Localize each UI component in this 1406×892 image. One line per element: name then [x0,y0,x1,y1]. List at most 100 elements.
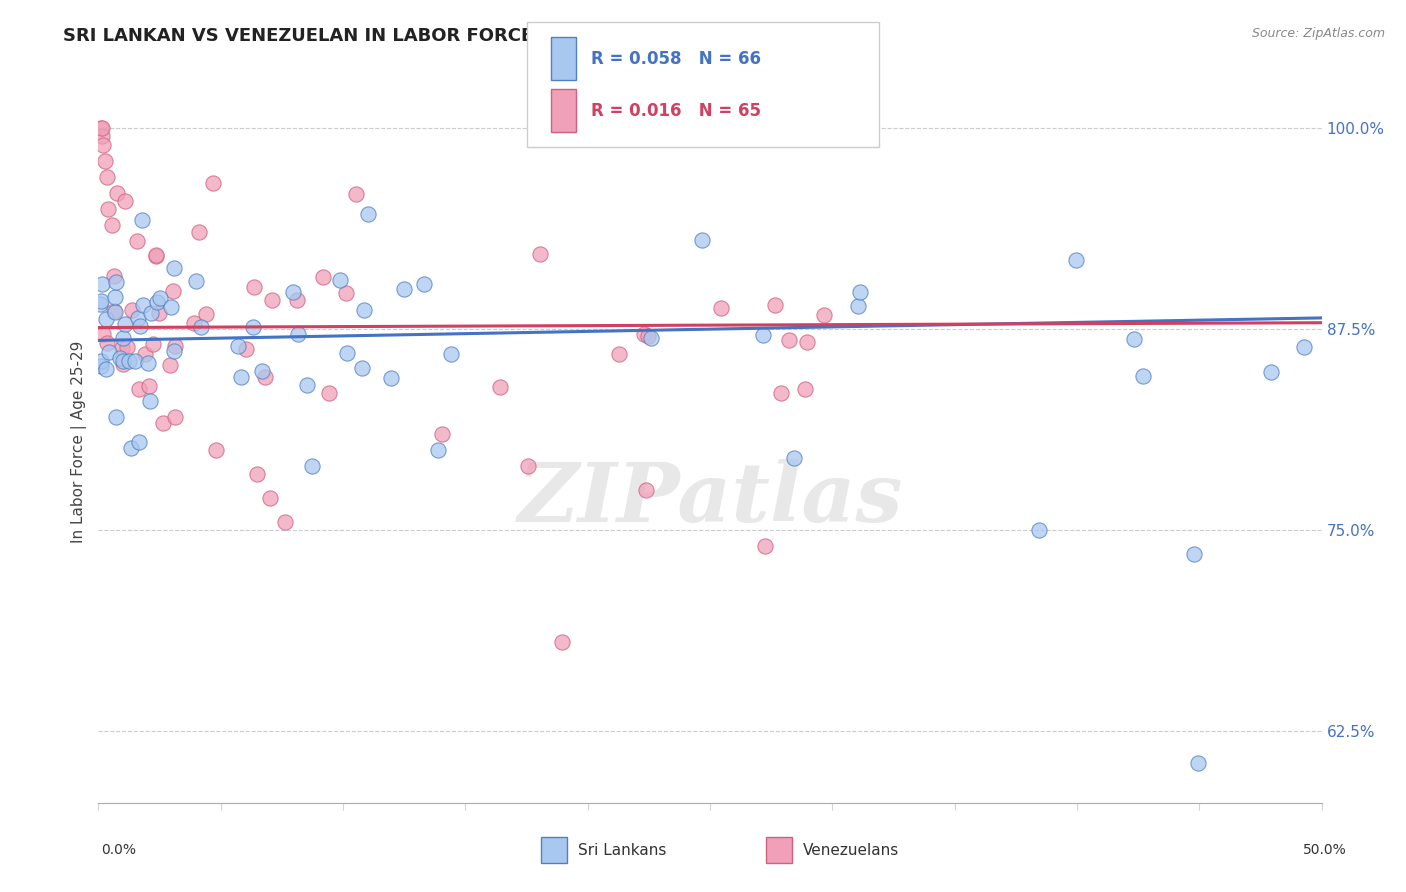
Point [285,293,308,307]
Point [517,458,540,473]
Point [242,319,264,334]
Point [112,357,135,371]
Point [103,269,125,284]
Point [796,334,818,349]
Point [353,303,375,318]
Point [769,386,792,401]
Point [108,351,131,365]
Point [254,370,277,384]
Point [145,248,167,262]
Point [335,286,357,301]
Point [111,341,134,355]
Point [793,383,815,397]
Text: R = 0.058   N = 66: R = 0.058 N = 66 [591,50,761,68]
Point [112,353,135,368]
Point [813,308,835,322]
Point [778,333,800,347]
Point [357,207,380,221]
Text: 50.0%: 50.0% [1303,843,1347,857]
Point [259,491,281,505]
Point [131,213,153,227]
Point [344,187,367,202]
Point [1182,547,1205,561]
Point [120,441,142,455]
Y-axis label: In Labor Force | Age 25-29: In Labor Force | Age 25-29 [72,341,87,542]
Text: Source: ZipAtlas.com: Source: ZipAtlas.com [1251,27,1385,40]
Point [142,337,165,351]
Point [754,539,776,553]
Point [163,260,186,275]
Point [127,310,149,325]
Point [183,316,205,330]
Point [94,153,117,168]
Point [90,353,112,368]
Point [145,249,167,263]
Point [529,246,551,260]
Point [162,284,184,298]
Point [117,353,139,368]
Point [489,380,512,394]
Point [202,176,225,190]
Point [90,129,112,144]
Point [246,467,269,481]
Point [633,327,655,342]
Point [112,331,135,345]
Point [710,301,733,315]
Point [138,379,160,393]
Point [380,370,402,384]
Point [163,343,186,358]
Point [124,354,146,368]
Point [103,304,125,318]
Point [128,383,150,397]
Point [188,225,211,239]
Point [1122,332,1144,346]
Point [104,305,127,319]
Point [139,394,162,409]
Point [125,234,148,248]
Point [152,416,174,430]
Point [89,296,111,310]
Point [336,345,359,359]
Point [91,137,114,152]
Point [318,386,340,401]
Point [752,328,775,343]
Point [1028,523,1050,537]
Point [184,274,207,288]
Point [159,358,181,372]
Point [1132,368,1154,383]
Point [101,218,124,232]
Point [1260,365,1282,379]
Point [96,336,118,351]
Point [229,370,252,384]
Point [96,312,118,326]
Point [90,293,112,308]
Point [301,458,323,473]
Point [274,515,297,529]
Point [90,359,112,373]
Point [205,442,228,457]
Point [1294,340,1316,354]
Point [90,277,112,292]
Point [114,318,136,332]
Point [352,361,374,376]
Point [783,450,806,465]
Text: 0.0%: 0.0% [101,843,136,857]
Point [607,347,630,361]
Point [427,442,450,457]
Point [115,340,138,354]
Point [148,306,170,320]
Point [163,410,186,425]
Point [640,331,662,345]
Point [96,169,118,184]
Point [149,291,172,305]
Point [105,186,128,200]
Text: R = 0.016   N = 65: R = 0.016 N = 65 [591,102,761,120]
Point [226,339,249,353]
Point [145,294,167,309]
Point [763,298,786,312]
Point [121,303,143,318]
Point [413,277,436,291]
Point [94,361,117,376]
Point [104,290,127,304]
Text: ZIPatlas: ZIPatlas [517,459,903,540]
